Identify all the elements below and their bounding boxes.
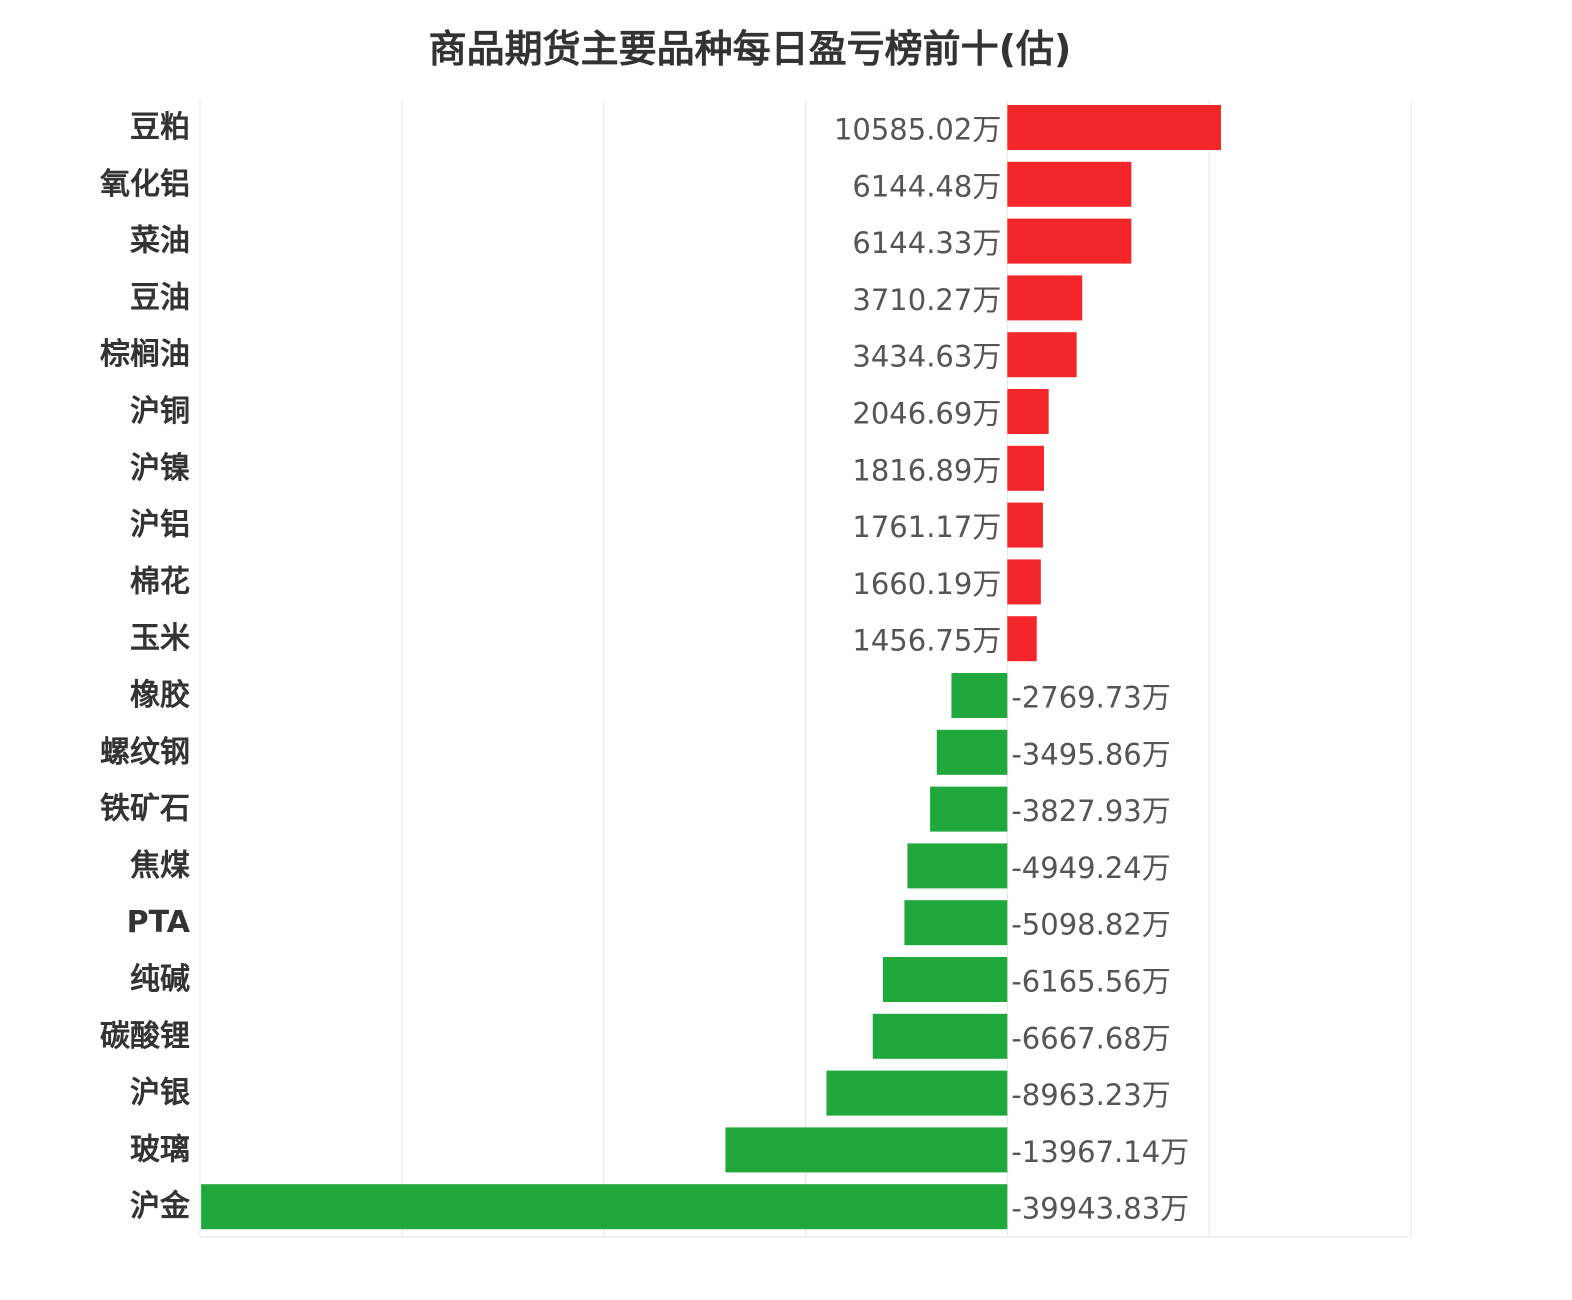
category-label: 玉米 bbox=[130, 621, 190, 656]
value-label: -8963.23万 bbox=[1011, 1078, 1170, 1112]
bar bbox=[1007, 389, 1049, 434]
value-label: -4949.24万 bbox=[1011, 851, 1170, 885]
value-label: -6165.56万 bbox=[1011, 965, 1170, 999]
value-label: 10585.02万 bbox=[834, 113, 1001, 147]
value-label: 1816.89万 bbox=[852, 453, 1001, 487]
bar-layer bbox=[201, 105, 1221, 1230]
value-label: -3827.93万 bbox=[1011, 794, 1170, 828]
value-label: 1660.19万 bbox=[852, 567, 1001, 601]
category-label: 豆粕 bbox=[130, 110, 190, 145]
value-label: 6144.33万 bbox=[852, 226, 1001, 260]
bar bbox=[882, 957, 1008, 1002]
bar bbox=[872, 1013, 1008, 1059]
category-label: 棉花 bbox=[130, 564, 190, 599]
bar bbox=[1007, 275, 1083, 321]
chart-title: 商品期货主要品种每日盈亏榜前十(估) bbox=[428, 27, 1072, 71]
category-label: 橡胶 bbox=[130, 678, 190, 713]
bar bbox=[1007, 161, 1132, 207]
value-label: -2769.73万 bbox=[1011, 681, 1170, 715]
bar bbox=[1007, 502, 1043, 548]
bar bbox=[1007, 445, 1045, 491]
value-label: 3710.27万 bbox=[852, 283, 1001, 317]
category-label: 螺纹钢 bbox=[100, 735, 190, 770]
bar bbox=[936, 729, 1008, 775]
grid-layer bbox=[199, 100, 1412, 1238]
value-label: 1761.17万 bbox=[852, 510, 1001, 544]
category-label: PTA bbox=[127, 905, 191, 940]
category-label: 铁矿石 bbox=[100, 792, 190, 827]
value-label: 2046.69万 bbox=[852, 397, 1001, 431]
category-label: 沪银 bbox=[130, 1076, 190, 1111]
value-label: 3434.63万 bbox=[852, 340, 1001, 374]
category-label: 氧化铝 bbox=[100, 167, 190, 202]
category-label: 沪金 bbox=[130, 1189, 191, 1224]
bar bbox=[201, 1184, 1008, 1230]
bar bbox=[826, 1070, 1008, 1116]
value-label: -6667.68万 bbox=[1011, 1021, 1170, 1055]
category-label: 焦煤 bbox=[130, 848, 190, 883]
bar bbox=[951, 673, 1008, 718]
category-label: 沪铝 bbox=[130, 508, 190, 543]
category-label: 沪镍 bbox=[130, 451, 190, 486]
value-label: -13967.14万 bbox=[1011, 1135, 1189, 1169]
value-label: -39943.83万 bbox=[1011, 1192, 1189, 1226]
bar bbox=[1007, 616, 1037, 662]
value-label: 6144.48万 bbox=[852, 169, 1001, 203]
bar bbox=[725, 1127, 1008, 1173]
category-label: 碳酸锂 bbox=[100, 1019, 190, 1054]
category-label: 菜油 bbox=[130, 224, 190, 259]
bar bbox=[904, 900, 1008, 946]
value-label: -3495.86万 bbox=[1011, 737, 1170, 771]
bar bbox=[1007, 559, 1041, 605]
category-label: 纯碱 bbox=[130, 962, 190, 997]
value-label: 1456.75万 bbox=[852, 624, 1001, 658]
bar bbox=[1007, 218, 1132, 264]
bar bbox=[1007, 332, 1077, 378]
category-label: 沪铜 bbox=[130, 394, 190, 429]
bar bbox=[1007, 105, 1221, 150]
category-label: 玻璃 bbox=[130, 1132, 190, 1167]
category-label: 豆油 bbox=[130, 280, 190, 315]
category-label: 棕榈油 bbox=[100, 337, 190, 372]
value-label: -5098.82万 bbox=[1011, 908, 1170, 942]
bar bbox=[907, 843, 1008, 889]
bar bbox=[930, 786, 1008, 832]
